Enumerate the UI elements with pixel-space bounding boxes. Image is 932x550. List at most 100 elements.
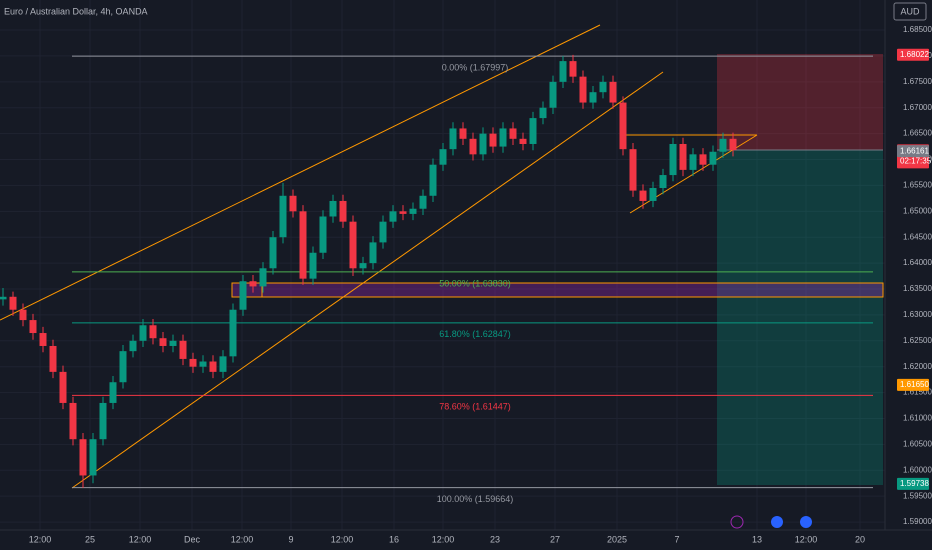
candle-body	[549, 81, 557, 108]
price-tag	[897, 378, 929, 391]
candle-body	[79, 439, 87, 476]
y-tick-label: 1.67500	[903, 77, 932, 86]
candle-body	[669, 143, 677, 176]
price-tag	[897, 477, 929, 490]
candle-body	[429, 164, 437, 196]
candle-body	[329, 200, 337, 217]
candle-body	[129, 340, 137, 352]
fib-label: 78.60% (1.61447)	[439, 402, 511, 412]
candle-body	[59, 371, 67, 403]
candle-body	[569, 61, 577, 77]
candle-body	[439, 149, 447, 165]
price-tag-label: 1.59738	[900, 479, 929, 488]
candle-body	[599, 81, 607, 93]
candle-body	[659, 175, 667, 189]
x-tick-label: 16	[389, 534, 399, 544]
axis: 1.59000 1.59500 1.60000 1.60500 1.61000 1.615…	[29, 25, 932, 544]
fib-label: 0.00% (1.67997)	[442, 62, 509, 72]
x-tick-label: 23	[490, 534, 500, 544]
candle-body	[339, 200, 347, 222]
y-tick-label: 1.65000	[903, 206, 932, 215]
y-tick-label: 1.68500	[903, 25, 932, 34]
candle-body	[139, 325, 147, 341]
candle-body	[589, 92, 597, 103]
candle-body	[539, 107, 547, 119]
candle-body	[99, 402, 107, 440]
candle-body	[19, 309, 27, 321]
y-tick-label: 1.63500	[903, 284, 932, 293]
price-tag-label: 1.66161	[900, 146, 929, 155]
candle-body	[639, 190, 647, 201]
candle-body	[39, 333, 47, 346]
candle-body	[149, 325, 157, 339]
candle-body	[29, 320, 37, 334]
zone	[231, 282, 884, 298]
x-tick-label: 25	[85, 534, 95, 544]
x-tick-label: 13	[752, 534, 762, 544]
candle-body	[579, 76, 587, 103]
y-tick-label: 1.60500	[903, 439, 932, 448]
event-icon[interactable]	[771, 516, 783, 528]
candle-body	[399, 211, 407, 214]
x-tick-label: 12:00	[331, 534, 354, 544]
y-tick-label: 1.59000	[903, 517, 932, 526]
x-tick-label: 20	[855, 534, 865, 544]
candle-body	[449, 128, 457, 150]
y-tick-label: 1.66500	[903, 129, 932, 138]
currency-button[interactable]	[893, 2, 927, 21]
y-tick-label: 1.59500	[903, 491, 932, 500]
x-tick-label: Dec	[184, 534, 201, 544]
candle-body	[689, 154, 697, 170]
candle-body	[529, 118, 537, 144]
x-tick-label: 12:00	[129, 534, 152, 544]
reward-box	[717, 150, 883, 485]
candle-body	[469, 138, 477, 155]
candle-body	[559, 61, 567, 82]
event-icon[interactable]	[730, 515, 744, 529]
candle-body	[209, 361, 217, 372]
y-tick-label: 1.60000	[903, 465, 932, 474]
candle-body	[279, 195, 287, 238]
candle-body	[109, 382, 117, 403]
candle-body	[159, 338, 167, 346]
candle-body	[679, 143, 687, 170]
candle-body	[259, 268, 267, 287]
candle-body	[609, 81, 617, 103]
candle-body	[319, 216, 327, 253]
countdown: 02:17:35	[900, 157, 932, 166]
candle-body	[699, 154, 707, 165]
candle-body	[119, 351, 127, 383]
candle-body	[519, 138, 527, 144]
candle-body	[169, 340, 177, 346]
candle-body	[249, 281, 257, 287]
price-tag-label: 1.61650	[900, 380, 929, 389]
y-tick-label: 1.63000	[903, 310, 932, 319]
y-tick-label: 1.64500	[903, 232, 932, 241]
y-tick-label: 1.67000	[903, 103, 932, 112]
channel-upper	[0, 24, 601, 321]
x-tick-label: 27	[550, 534, 560, 544]
candle-body	[179, 340, 187, 359]
y-tick-label: 1.65500	[903, 181, 932, 190]
candle-body	[479, 133, 487, 155]
candle-body	[309, 252, 317, 279]
currency: AUD	[900, 6, 920, 16]
x-tick-label: 12:00	[795, 534, 818, 544]
candle-body	[719, 138, 727, 152]
candle-body	[459, 128, 467, 139]
candle-body	[219, 356, 227, 372]
candle-body	[359, 263, 367, 269]
fib: 0.00% (1.67997) 50.00% (1.63830) 61.80% (1…	[72, 55, 873, 504]
y-tick-label: 1.64000	[903, 258, 932, 267]
fib-label: 61.80% (1.62847)	[439, 329, 511, 339]
candle-body	[89, 439, 97, 476]
candle-body	[369, 242, 377, 264]
candle-body	[649, 188, 657, 201]
event-icon[interactable]	[800, 516, 812, 528]
x-tick-label: 7	[674, 534, 679, 544]
candle-body	[379, 221, 387, 243]
channel-lower	[71, 71, 664, 489]
y-tick-label: 1.61000	[903, 414, 932, 423]
